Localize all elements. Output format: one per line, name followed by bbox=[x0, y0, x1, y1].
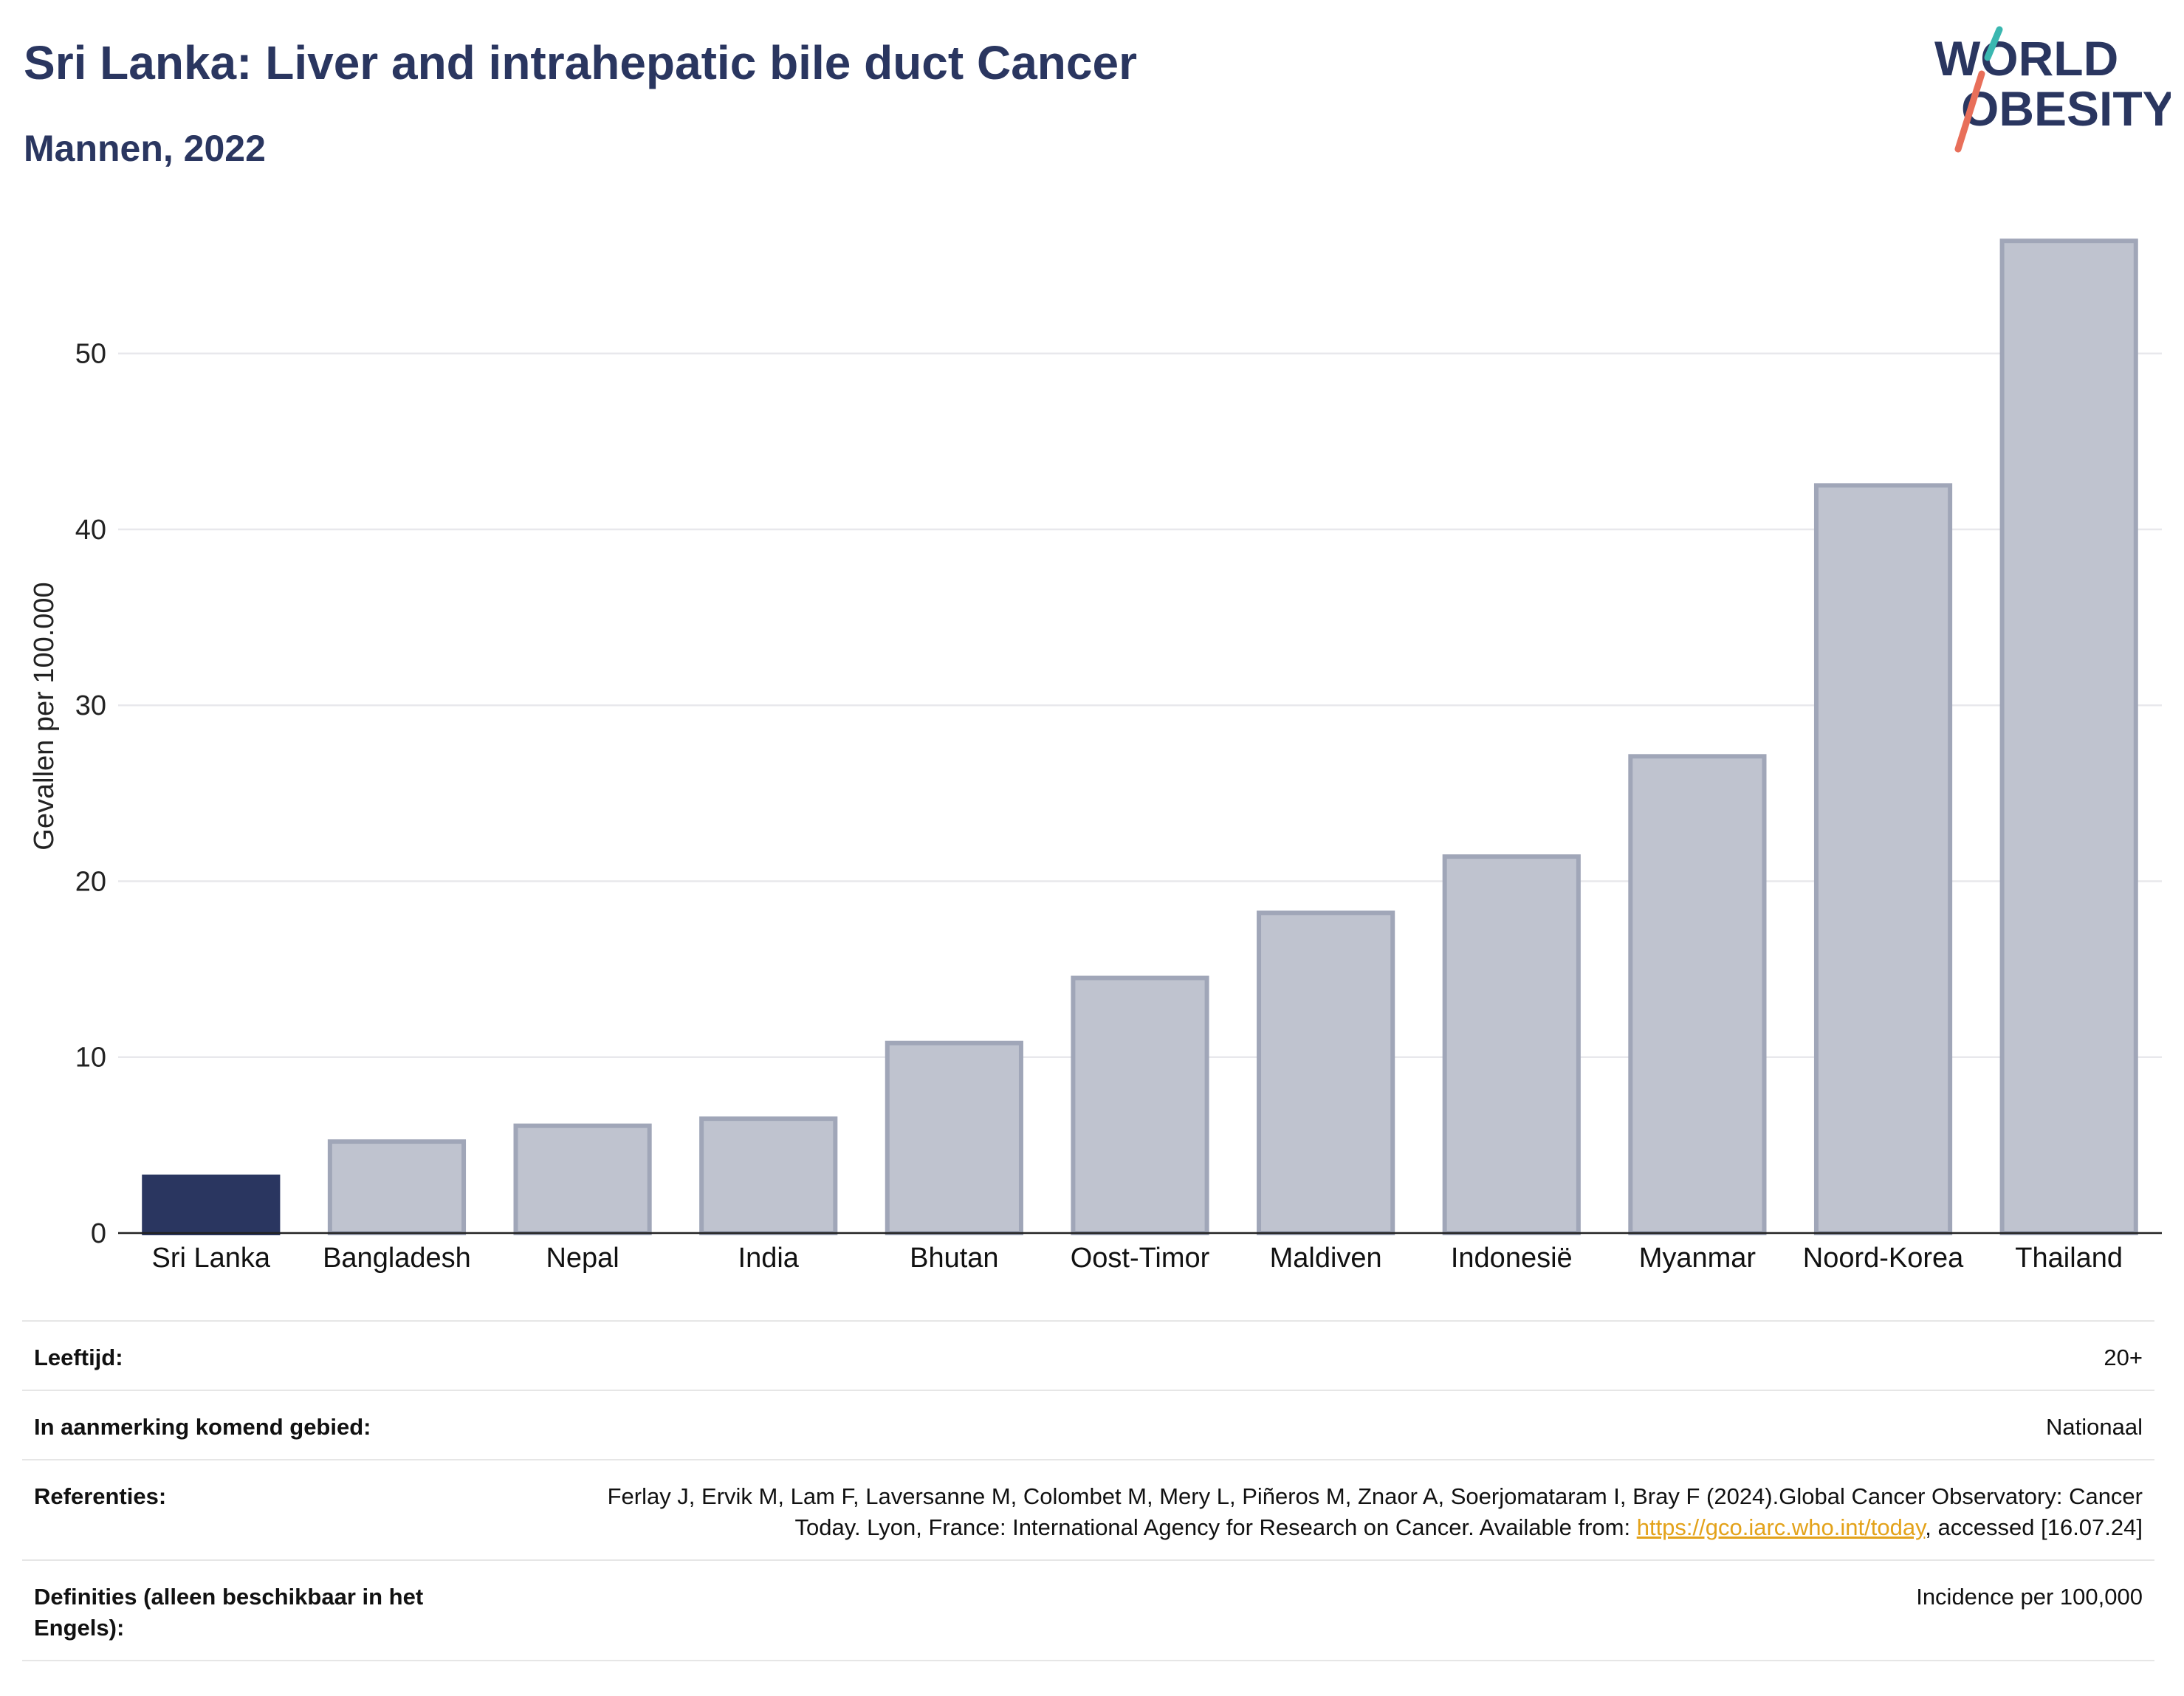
x-tick-label: Thailand bbox=[2015, 1243, 2123, 1274]
bar-nepal bbox=[513, 1123, 652, 1236]
x-tick-label: Bhutan bbox=[910, 1243, 998, 1274]
y-tick-label: 10 bbox=[75, 1043, 106, 1074]
meta-value: 20+ bbox=[2104, 1345, 2143, 1370]
bar-oost-timor bbox=[1071, 975, 1209, 1235]
page-subtitle: Mannen, 2022 bbox=[24, 128, 266, 169]
meta-value: Ferlay J, Ervik M, Lam F, Laversanne M, … bbox=[555, 1481, 2143, 1543]
logo-line2: OBESITY bbox=[1961, 81, 2171, 136]
bar-chart: 0 10 20 30 40 50 Sri Lanka Bangladesh Nepal Indi… bbox=[29, 238, 2162, 1274]
reference-text: Ferlay J, Ervik M, Lam F, Laversanne M, … bbox=[607, 1483, 2143, 1540]
reference-link[interactable]: https://gco.iarc.who.int/today bbox=[1636, 1514, 1926, 1540]
logo-slash-top bbox=[1984, 26, 2003, 61]
meta-row-area: In aanmerking komend gebied: Nationaal bbox=[22, 1390, 2154, 1459]
meta-label: In aanmerking komend gebied: bbox=[34, 1414, 371, 1440]
x-tick-labels: Sri Lanka Bangladesh Nepal India Bhutan Oost-… bbox=[152, 1243, 2123, 1274]
bar-thailand bbox=[1999, 238, 2138, 1235]
x-tick-label: Bangladesh bbox=[323, 1243, 471, 1274]
page-title: Sri Lanka: Liver and intrahepatic bile d… bbox=[24, 36, 1137, 89]
bar-myanmar bbox=[1628, 754, 1767, 1235]
x-tick-label: Noord-Korea bbox=[1803, 1243, 1964, 1274]
bar-sri-lanka bbox=[142, 1174, 281, 1235]
meta-label: Referenties: bbox=[34, 1483, 167, 1509]
bar-maldiven bbox=[1257, 910, 1395, 1236]
reference-text-end: , accessed [16.07.24] bbox=[1925, 1514, 2143, 1540]
y-tick-label: 50 bbox=[75, 339, 106, 370]
x-tick-label: Maldiven bbox=[1270, 1243, 1382, 1274]
meta-row-definitions: Definities (alleen beschikbaar in het En… bbox=[22, 1559, 2154, 1661]
x-tick-label: Nepal bbox=[546, 1243, 619, 1274]
y-tick-labels: 0 10 20 30 40 50 bbox=[75, 339, 106, 1249]
logo-slash-bottom bbox=[1954, 70, 1985, 153]
meta-label: Leeftijd: bbox=[34, 1345, 123, 1370]
meta-row-age: Leeftijd: 20+ bbox=[22, 1320, 2154, 1390]
bar-bhutan bbox=[885, 1040, 1023, 1235]
x-tick-label: Myanmar bbox=[1639, 1243, 1757, 1274]
bar-bangladesh bbox=[327, 1139, 467, 1236]
y-axis-label: Gevallen per 100.000 bbox=[29, 582, 60, 850]
y-tick-label: 20 bbox=[75, 866, 106, 897]
world-obesity-logo: WORLD OBESITY bbox=[1934, 26, 2171, 153]
meta-label: Definities (alleen beschikbaar in het En… bbox=[34, 1584, 424, 1641]
x-tick-label: Sri Lanka bbox=[152, 1243, 271, 1274]
x-tick-label: Oost-Timor bbox=[1071, 1243, 1210, 1274]
meta-row-references: Referenties: Ferlay J, Ervik M, Lam F, L… bbox=[22, 1459, 2154, 1559]
x-tick-label: Indonesië bbox=[1451, 1243, 1573, 1274]
y-tick-label: 0 bbox=[91, 1218, 106, 1249]
x-tick-label: India bbox=[738, 1243, 800, 1274]
bar-noord-korea bbox=[1813, 483, 1953, 1235]
bar-indonesi- bbox=[1442, 854, 1581, 1236]
y-tick-label: 40 bbox=[75, 515, 106, 546]
logo-line1: WORLD bbox=[1934, 31, 2118, 86]
bars bbox=[142, 238, 2138, 1236]
meta-value: Nationaal bbox=[2046, 1414, 2143, 1440]
meta-value: Incidence per 100,000 bbox=[1916, 1584, 2143, 1610]
y-tick-label: 30 bbox=[75, 690, 106, 721]
bar-india bbox=[699, 1116, 838, 1236]
metadata-table: Leeftijd: 20+ In aanmerking komend gebie… bbox=[22, 1320, 2154, 1661]
